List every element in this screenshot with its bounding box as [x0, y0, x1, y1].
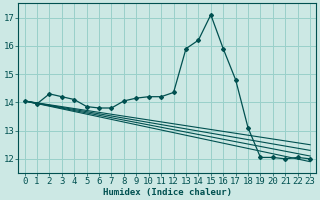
X-axis label: Humidex (Indice chaleur): Humidex (Indice chaleur) — [103, 188, 232, 197]
